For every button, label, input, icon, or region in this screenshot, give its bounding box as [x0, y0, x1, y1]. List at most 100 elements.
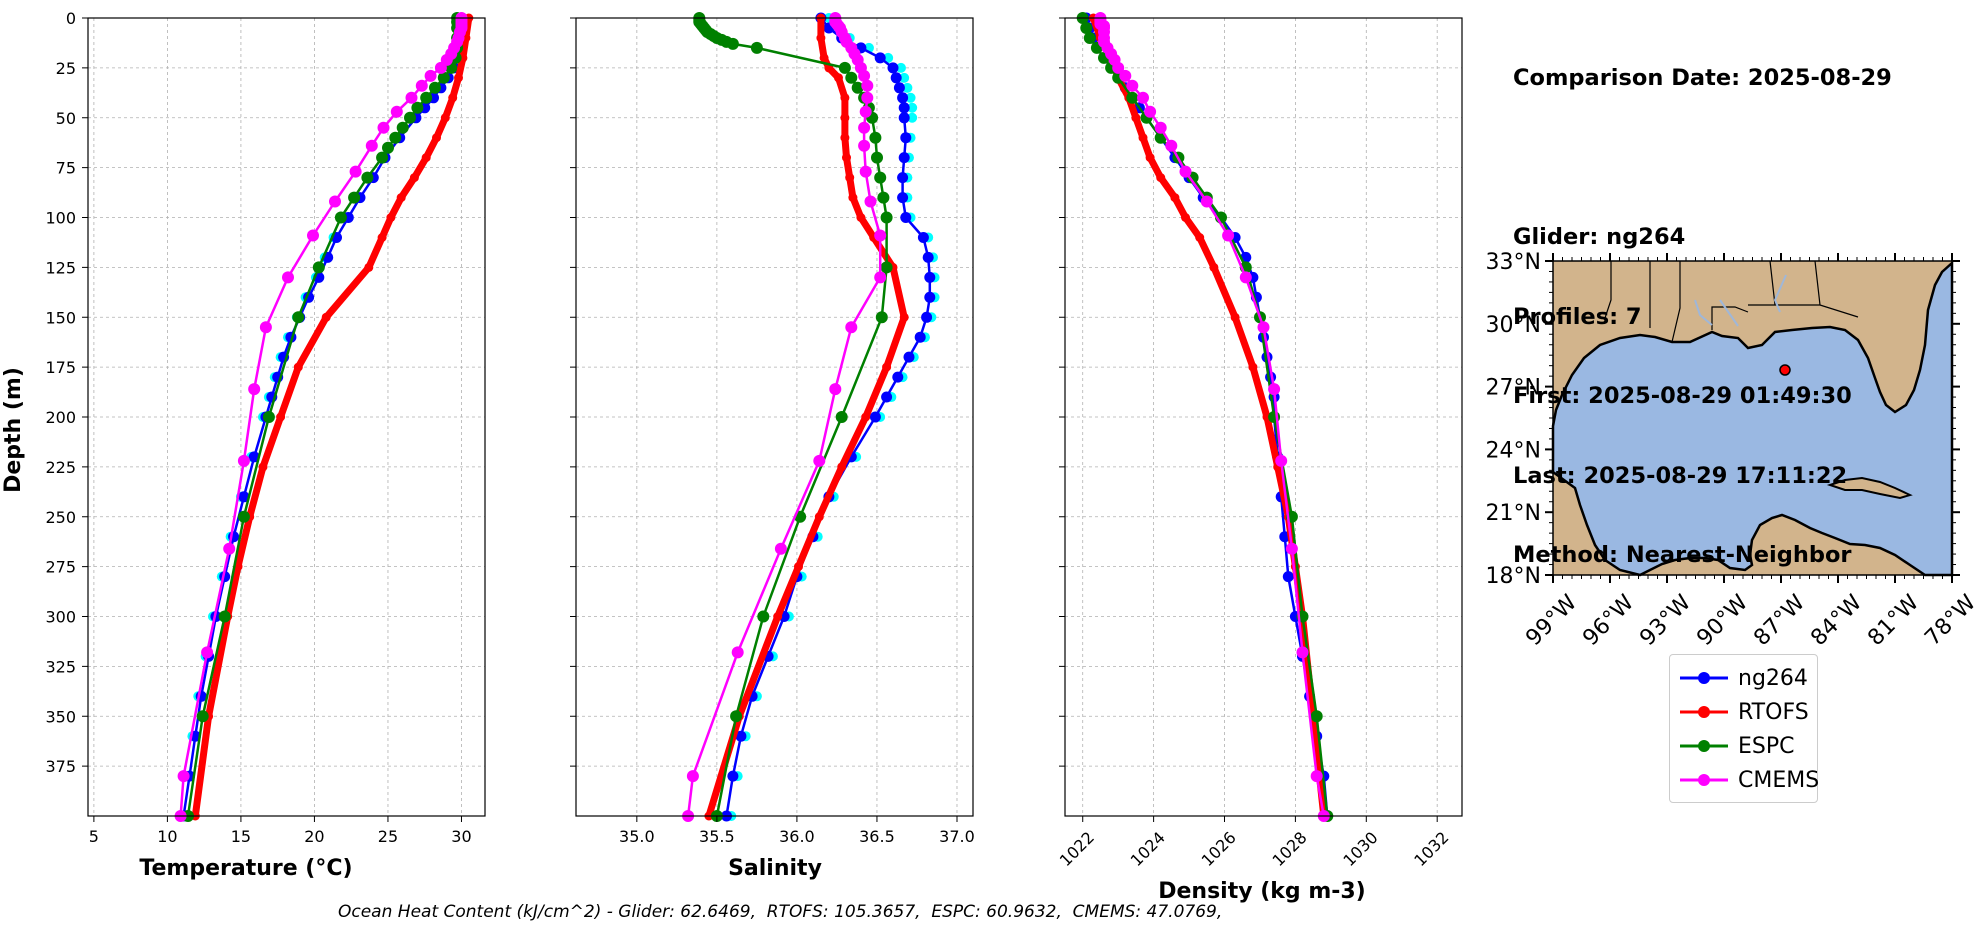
profile-count: Profiles: 7	[1513, 303, 1642, 330]
interpolation-method: Method: Nearest-Neighbor	[1513, 542, 1852, 568]
data-point-espc	[334, 211, 347, 224]
data-point-espc	[875, 311, 888, 324]
data-point-rtofs	[819, 53, 829, 63]
data-point-cmems	[1310, 770, 1323, 783]
data-point-cmems	[1222, 229, 1235, 242]
data-point-espc	[869, 131, 882, 144]
data-point-cmems	[858, 69, 871, 82]
data-point-rtofs	[845, 173, 855, 183]
x-tick-label: 35.0	[619, 827, 655, 846]
data-point-cmems	[1126, 79, 1139, 92]
data-point-espc	[726, 37, 739, 50]
data-point-rtofs	[386, 213, 396, 222]
data-point-rtofs	[899, 312, 909, 322]
data-point-rtofs	[276, 412, 286, 422]
data-point-cmems	[307, 229, 319, 242]
temperature-axis-label: Temperature (°C)	[139, 856, 352, 881]
legend-label-espc: ESPC	[1738, 733, 1795, 759]
x-tick-label: 37.0	[939, 827, 975, 846]
map-lon-label: 81°W	[1863, 590, 1924, 651]
x-tick-label: 25	[378, 827, 398, 846]
data-point-espc	[420, 91, 433, 104]
x-tick-label: 15	[231, 827, 251, 846]
x-tick-label: 30	[451, 827, 471, 846]
data-point-cmems	[813, 454, 826, 467]
data-point-cmems	[1144, 105, 1157, 118]
series-line-ng264	[1085, 17, 1329, 817]
legend-item-rtofs: RTOFS	[1678, 697, 1809, 727]
data-point-cmems	[1165, 139, 1178, 152]
data-point-cmems	[859, 165, 872, 178]
data-point-cmems	[731, 646, 744, 659]
data-point-espc	[874, 171, 887, 184]
data-point-rtofs	[432, 133, 441, 143]
data-point-rtofs	[1248, 362, 1258, 372]
data-point-cmems	[223, 542, 236, 555]
data-point-rtofs	[409, 173, 419, 183]
data-point-cmems	[1257, 321, 1270, 334]
data-point-cmems	[874, 271, 887, 284]
data-point-rtofs	[840, 93, 850, 103]
first-profile-time: First: 2025-08-29 01:49:30	[1513, 383, 1852, 409]
data-point-espc	[389, 131, 402, 144]
data-point-ng264	[735, 730, 747, 742]
map-lon-label: 90°W	[1692, 590, 1753, 651]
x-tick-label: 1028	[1268, 828, 1310, 870]
glider-profile-point	[895, 62, 906, 73]
legend-marker-cmems	[1680, 774, 1728, 786]
data-point-ng264	[903, 351, 915, 363]
x-tick-label: 1024	[1127, 828, 1169, 870]
info-gap	[1513, 145, 1892, 172]
data-point-espc	[880, 261, 893, 274]
y-tick-label: 50	[56, 109, 76, 128]
data-point-ng264	[898, 102, 910, 114]
data-point-rtofs	[1131, 113, 1141, 123]
data-point-ng264	[900, 212, 912, 223]
glider-profile-point	[905, 92, 916, 103]
y-tick-label: 350	[45, 707, 76, 726]
data-point-espc	[382, 141, 394, 154]
data-point-ng264	[881, 391, 893, 403]
data-point-ng264	[924, 271, 936, 283]
data-point-ng264	[897, 192, 909, 204]
data-point-rtofs	[856, 213, 866, 222]
data-point-rtofs	[293, 362, 303, 372]
data-point-rtofs	[421, 153, 431, 163]
glider-profile-point	[899, 72, 910, 83]
map-lon-label: 78°W	[1920, 590, 1981, 651]
y-tick-label: 150	[45, 308, 76, 327]
data-point-cmems	[1200, 195, 1213, 208]
map-lon-label: 96°W	[1578, 590, 1639, 651]
legend-item-cmems: CMEMS	[1678, 765, 1819, 795]
data-point-ng264	[1282, 571, 1294, 583]
data-point-rtofs	[848, 193, 858, 203]
y-tick-label: 0	[66, 9, 76, 28]
map-lat-label: 27°N	[1486, 376, 1541, 401]
legend-label-rtofs: RTOFS	[1738, 699, 1809, 725]
data-point-cmems	[861, 79, 874, 92]
map-lat-label: 30°N	[1486, 313, 1541, 338]
data-point-cmems	[1112, 61, 1125, 74]
data-point-cmems	[237, 454, 250, 467]
data-point-cmems	[1296, 646, 1309, 659]
legend-marker-espc	[1680, 740, 1728, 752]
data-point-rtofs	[842, 153, 851, 163]
data-point-cmems	[365, 139, 378, 152]
data-point-cmems	[859, 105, 872, 118]
data-point-ng264	[892, 371, 904, 383]
data-point-rtofs	[814, 512, 824, 522]
data-point-ng264	[727, 770, 739, 782]
data-point-rtofs	[773, 612, 783, 621]
data-point-cmems	[259, 321, 272, 334]
data-point-rtofs	[816, 33, 826, 43]
x-tick-label: 36.5	[859, 827, 895, 846]
data-point-rtofs	[882, 362, 892, 372]
legend-marker-ng264	[1680, 672, 1728, 684]
data-point-rtofs	[1170, 193, 1180, 203]
data-point-cmems	[858, 121, 871, 134]
data-point-cmems	[864, 195, 877, 208]
data-point-rtofs	[448, 93, 458, 103]
data-point-rtofs	[840, 113, 850, 123]
data-point-cmems	[177, 770, 190, 783]
x-tick-label: 1032	[1410, 828, 1452, 870]
